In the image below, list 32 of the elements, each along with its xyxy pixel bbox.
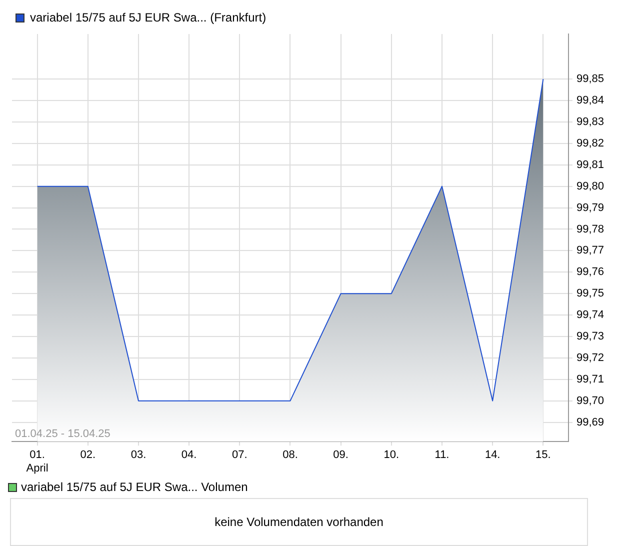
y-tick-label: 99,75 xyxy=(576,288,604,300)
y-tick-label: 99,83 xyxy=(576,116,604,128)
y-tick-label: 99,78 xyxy=(576,223,604,236)
text: keine Volumendaten vorhanden xyxy=(214,515,384,529)
x-tick-label: 15. xyxy=(536,449,551,462)
y-tick-label: 99,70 xyxy=(576,394,604,407)
legend-label: variabel 15/75 auf 5J EUR Swa... (Frankfurt) xyxy=(30,10,266,24)
y-tick-label: 99,84 xyxy=(576,94,604,107)
y-tick-label: 99,71 xyxy=(576,373,604,386)
x-tick-label: 07. xyxy=(232,449,248,462)
x-tick-label: 03. xyxy=(130,449,146,462)
y-tick-label: 99,74 xyxy=(576,309,604,322)
annotation: 01.04.25 - 15.04.25 xyxy=(15,428,110,440)
y-tick-label: 99,79 xyxy=(576,202,604,214)
y-tick-label: 99,76 xyxy=(576,266,604,278)
x-tick-label: 10. xyxy=(384,449,400,462)
y-tick-label: 99,85 xyxy=(576,73,604,86)
x-tick-label: 08. xyxy=(282,449,298,462)
x-tick-label: 04. xyxy=(181,449,197,462)
y-tick-label: 99,81 xyxy=(576,158,604,171)
x-tick-label: 02. xyxy=(80,449,96,462)
x-tick-label: 09. xyxy=(333,449,348,462)
y-tick-label: 99,69 xyxy=(576,416,604,428)
y-tick-label: 99,80 xyxy=(576,180,604,192)
y-tick-label: 99,73 xyxy=(576,330,604,343)
x-tick-label: 14. xyxy=(484,449,500,462)
x-tick-label: 11. xyxy=(434,449,450,462)
y-tick-label: 99,77 xyxy=(576,244,604,257)
legend-label: variabel 15/75 auf 5J EUR Swa... Volumen xyxy=(21,480,248,494)
y-tick-label: 99,72 xyxy=(576,352,604,364)
y-tick-label: 99,82 xyxy=(576,137,604,150)
x-tick-label: 01. April xyxy=(26,449,48,474)
